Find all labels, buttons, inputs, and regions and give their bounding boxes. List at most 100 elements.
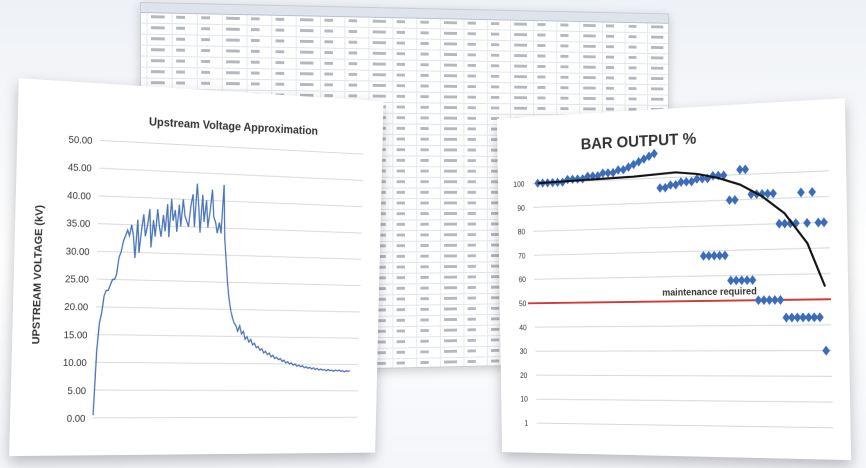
sheet-cell-text <box>349 84 358 87</box>
bar-output-gridline <box>535 351 831 352</box>
sheet-cell-text <box>420 361 428 364</box>
sheet-cell-text <box>444 191 457 194</box>
sheet-cell-text <box>491 106 499 109</box>
sheet-cell-text <box>397 319 405 322</box>
sheet-cell-text <box>491 349 499 352</box>
sheet-cell-text <box>397 234 405 237</box>
sheet-cell-text <box>397 106 405 109</box>
sheet-cell-text <box>397 116 405 119</box>
sheet-cell-text <box>201 27 210 30</box>
sheet-cell-text <box>444 32 457 35</box>
sheet-cell-text <box>560 107 568 110</box>
sheet-cell-text <box>514 33 527 36</box>
sheet-cell-text <box>606 24 614 27</box>
sheet-cell-text <box>651 36 663 39</box>
voltage-gridline <box>99 168 363 180</box>
bar-output-gridline <box>534 274 830 280</box>
sheet-cell-text <box>629 87 637 90</box>
sheet-cell-text <box>468 265 476 268</box>
sheet-cell-text <box>251 72 260 75</box>
sheet-cell-text <box>514 44 527 47</box>
bar-output-ytick-label: 30 <box>520 347 528 356</box>
sheet-cell-text <box>537 44 545 47</box>
sheet-cell-text <box>491 275 499 278</box>
sheet-cell-text <box>468 117 476 120</box>
sheet-cell-text <box>444 339 457 342</box>
sheet-cell-text <box>537 23 545 26</box>
bar-output-gridline <box>537 423 834 428</box>
sheet-cell-text <box>324 19 333 22</box>
sheet-cell-text <box>276 61 285 64</box>
bar-output-point <box>820 217 828 227</box>
sheet-cell-text <box>420 42 428 45</box>
sheet-cell-text <box>514 75 527 78</box>
sheet-cell-text <box>420 138 428 141</box>
sheet-cell-text <box>444 74 457 77</box>
sheet-cell-text <box>468 75 476 78</box>
sheet-cell-text <box>491 359 499 362</box>
sheet-cell-text <box>397 52 405 55</box>
sheet-cell-text <box>468 212 476 215</box>
sheet-cell-text <box>444 233 457 236</box>
sheet-cell-text <box>560 44 568 47</box>
sheet-cell-text <box>468 297 476 300</box>
bar-output-point <box>822 346 830 356</box>
sheet-cell-text <box>468 233 476 236</box>
voltage-ytick-label: 5.00 <box>67 386 86 397</box>
sheet-cell-text <box>491 265 499 268</box>
sheet-cell-text <box>420 85 428 88</box>
sheet-cell-text <box>444 329 457 332</box>
sheet-cell-text <box>300 83 313 86</box>
sheet-cell-text <box>397 202 405 205</box>
sheet-cell-text <box>491 338 499 341</box>
sheet-cell-text <box>176 81 185 84</box>
sheet-cell-text <box>444 360 457 363</box>
sheet-cell-text <box>420 350 428 353</box>
sheet-cell-text <box>373 84 386 87</box>
sheet-cell-text <box>468 201 476 204</box>
sheet-cell-text <box>560 34 568 37</box>
sheet-cell-text <box>560 65 568 68</box>
sheet-cell-text <box>444 350 457 353</box>
sheet-cell-text <box>583 107 595 110</box>
voltage-ytick-label: 20.00 <box>64 302 89 313</box>
voltage-ytick-label: 0.00 <box>67 414 86 425</box>
sheet-cell-text <box>251 17 260 20</box>
sheet-cell-text <box>606 97 614 100</box>
sheet-cell-text <box>420 308 428 311</box>
sheet-cell-text <box>201 16 210 19</box>
bar-output-point <box>731 195 739 205</box>
sheet-cell-text <box>324 94 333 97</box>
sheet-cell-text <box>629 66 637 69</box>
sheet-cell-text <box>491 85 499 88</box>
sheet-cell-text <box>444 21 457 24</box>
sheet-cell-text <box>226 39 240 42</box>
sheet-cell-text <box>276 83 285 86</box>
sheet-cell-text <box>537 96 545 99</box>
bar-output-ytick-label: 40 <box>519 323 527 332</box>
sheet-cell-text <box>349 19 358 22</box>
sheet-cell-text <box>491 254 499 257</box>
voltage-gridline <box>96 307 360 312</box>
sheet-cell-text <box>606 87 614 90</box>
sheet-cell-text <box>651 67 663 70</box>
sheet-cell-text <box>560 23 568 26</box>
sheet-cell-text <box>468 223 476 226</box>
sheet-cell-text <box>491 22 499 25</box>
sheet-cell-text <box>537 75 545 78</box>
sheet-cell-text <box>629 56 637 59</box>
sheet-cell-text <box>583 76 595 79</box>
sheet-cell-text <box>397 276 405 279</box>
sheet-cell-text <box>420 297 428 300</box>
sheet-cell-text <box>560 55 568 58</box>
sheet-cell-text <box>226 71 240 74</box>
sheet-cell-text <box>444 201 457 204</box>
sheet-cell-text <box>276 29 285 32</box>
sheet-cell-text <box>176 49 185 52</box>
bar-output-ytick-label: 1 <box>524 419 528 428</box>
sheet-cell-text <box>560 76 568 79</box>
sheet-cell-text <box>276 50 285 53</box>
sheet-cell-text <box>201 49 210 52</box>
sheet-cell-text <box>514 23 527 26</box>
sheet-cell-text <box>349 94 358 97</box>
